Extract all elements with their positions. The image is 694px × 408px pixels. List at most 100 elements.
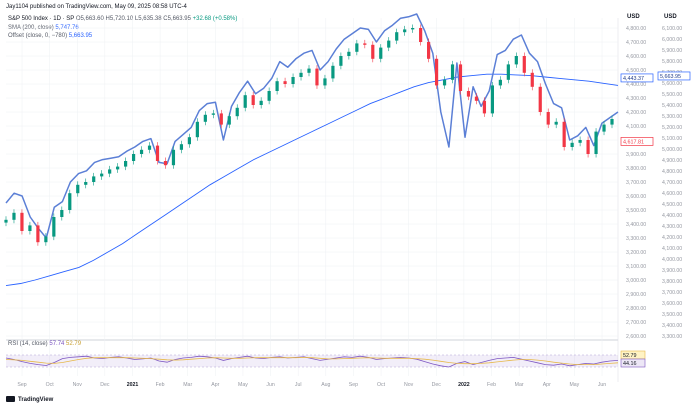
right-tick-label: 5,900.00	[662, 48, 682, 54]
candle-body	[578, 140, 582, 143]
candle	[387, 37, 391, 52]
left-tick-label: 2,900.00	[626, 292, 646, 298]
candle-body	[546, 112, 550, 125]
candle	[514, 52, 518, 68]
candle	[187, 133, 191, 148]
candle	[20, 209, 24, 235]
candle-body	[139, 149, 144, 154]
time-tick-label: Feb	[156, 382, 165, 388]
rsi-legend-title: RSI (14, close)	[8, 341, 49, 347]
price-marker: 4,443.37	[620, 73, 654, 83]
rsi-marker-box	[620, 358, 646, 368]
legend-symbol[interactable]: S&P 500 Index · 1D · SP	[8, 16, 75, 22]
time-tick-label: Jun	[266, 382, 274, 388]
candle	[163, 157, 168, 169]
candle-body	[219, 113, 223, 125]
rsi-band-fill	[6, 355, 618, 367]
candle	[307, 65, 311, 77]
candle-body	[28, 225, 32, 231]
price-marker-label: 4,443.37	[623, 76, 644, 82]
candle-body	[92, 176, 96, 182]
candle-body	[299, 72, 303, 77]
candle-body	[554, 121, 558, 125]
rsi-band	[6, 354, 618, 368]
price-markers: 4,443.37 4,617.81 5,663.95 52.79 44.16	[620, 71, 691, 368]
candle-body	[387, 40, 391, 48]
right-tick-label: 3,400.00	[662, 323, 682, 329]
candle-body	[530, 72, 534, 87]
time-tick-label: Nov	[73, 382, 83, 388]
time-tick-label: Aug	[321, 382, 330, 388]
right-tick-label: 4,600.00	[662, 191, 682, 197]
rsi-marker-label: 52.79	[623, 353, 637, 359]
candle-body	[355, 43, 359, 52]
right-tick-label: 5,100.00	[662, 136, 682, 142]
candle	[594, 128, 598, 158]
candle-body	[514, 56, 518, 65]
left-tick-label: 3,500.00	[626, 208, 646, 214]
candle-body	[100, 173, 104, 177]
legend-offset-row[interactable]: Offset (close, 0, −780) 5,663.95	[8, 32, 237, 41]
time-tick-label: Mar	[183, 382, 192, 388]
candle-body	[411, 28, 415, 30]
legend-close: C5,663.95	[163, 16, 191, 22]
candle-body	[124, 161, 128, 167]
right-tick-label: 4,100.00	[662, 246, 682, 252]
candle	[227, 112, 231, 129]
price-marker: 4,617.81	[620, 137, 654, 146]
candle	[124, 157, 128, 171]
candle	[267, 87, 271, 105]
candle	[419, 24, 423, 46]
candle	[275, 77, 279, 95]
candle-body	[187, 137, 191, 145]
candle	[203, 111, 207, 126]
candle	[243, 91, 247, 112]
left-tick-label: 3,100.00	[626, 264, 646, 270]
offset-path	[5, 13, 619, 239]
time-tick-label: 2021	[127, 382, 139, 388]
time-tick-label: Mar	[515, 382, 524, 388]
candle-body	[116, 166, 120, 170]
candle	[12, 209, 16, 224]
sma-200-path	[5, 73, 619, 287]
left-tick-label: 3,300.00	[626, 236, 646, 242]
candle	[562, 118, 566, 151]
candle	[530, 69, 534, 91]
candle-body	[203, 114, 207, 122]
time-tick-label: Oct	[377, 382, 386, 388]
candle	[259, 97, 263, 109]
candle	[179, 140, 184, 154]
legend-sma-row[interactable]: SMA (200, close) 5,747.76	[8, 24, 237, 33]
candle-body	[522, 56, 526, 73]
candle	[546, 108, 550, 129]
candle	[411, 24, 415, 33]
left-tick-label: 3,900.00	[626, 152, 646, 158]
candle	[522, 52, 526, 77]
candle	[347, 48, 351, 60]
right-tick-label: 4,300.00	[662, 224, 682, 230]
candle-body	[347, 51, 351, 56]
left-tick-label: 4,400.00	[626, 82, 646, 88]
chart-grid	[6, 18, 619, 382]
left-tick-label: 4,100.00	[626, 124, 646, 130]
left-axis-title: USD	[627, 14, 640, 20]
right-tick-label: 4,200.00	[662, 235, 682, 241]
candle	[84, 178, 88, 189]
right-tick-label: 5,800.00	[662, 59, 682, 65]
candle	[490, 81, 494, 117]
candle-body	[379, 47, 383, 59]
left-tick-label: 3,000.00	[626, 278, 646, 284]
time-tick-label: Dec	[432, 382, 442, 388]
rsi-ma-path	[5, 356, 619, 365]
time-tick-label: Sep	[349, 382, 358, 388]
candle	[466, 87, 471, 101]
left-price-axis: 4,800.00 4,700.00 4,600.00 4,500.00 4,400.00…	[626, 26, 646, 340]
candle-body	[235, 107, 239, 117]
right-tick-label: 4,000.00	[662, 257, 682, 263]
right-axis-title: USD	[664, 14, 677, 20]
candle-body	[482, 100, 487, 114]
candle-body	[275, 81, 279, 91]
time-tick-label: Dec	[100, 382, 110, 388]
candle-body	[442, 79, 447, 86]
